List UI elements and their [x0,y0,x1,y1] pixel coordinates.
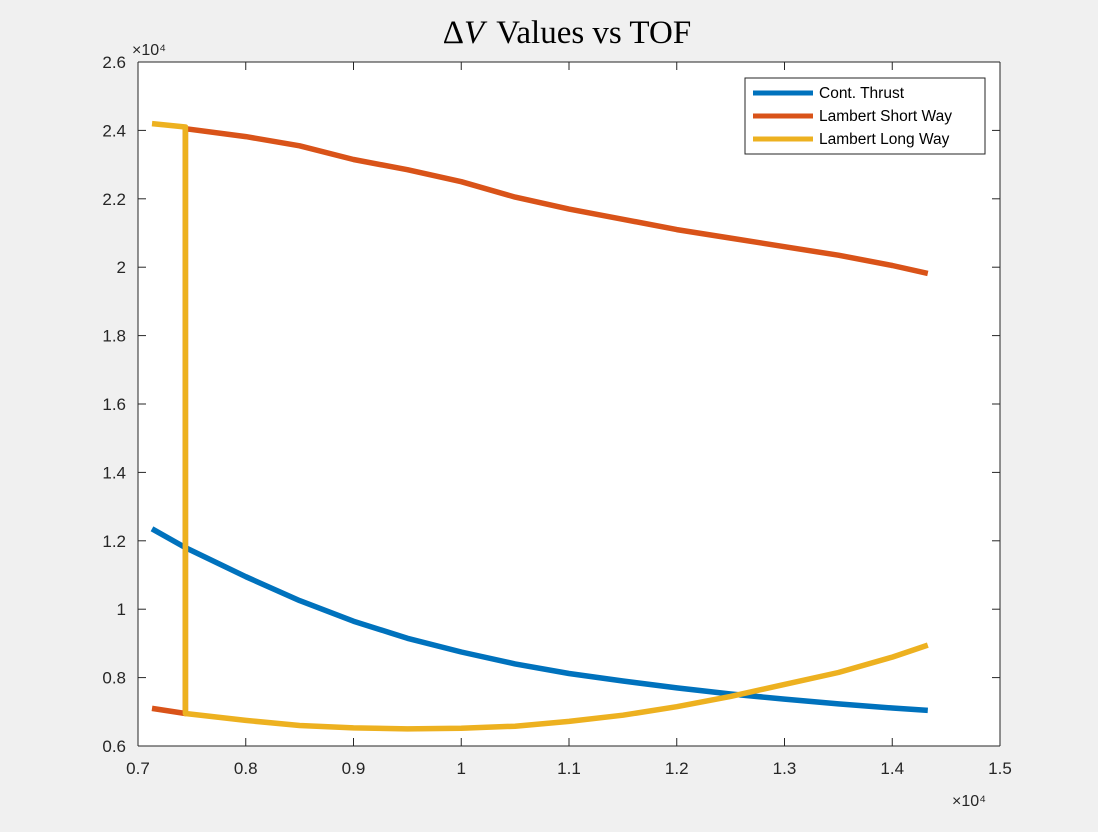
x-tick-label: 1 [457,759,466,778]
x-tick-label: 1.4 [880,759,904,778]
y-tick-label: 0.6 [102,737,126,756]
legend-label-lambert-short-way: Lambert Short Way [819,108,952,125]
legend[interactable]: Cont. Thrust Lambert Short Way Lambert L… [744,77,986,155]
y-tick-label: 2.4 [102,121,126,140]
y-tick-label: 2.2 [102,190,126,209]
title-delta: Δ [443,15,464,51]
x-tick-label: 1.2 [665,759,689,778]
y-exponent-label: ×10⁴ [132,42,166,59]
x-tick-label: 1.3 [773,759,797,778]
x-tick-label: 0.8 [234,759,258,778]
title-rest: Values vs TOF [496,15,691,51]
series-line-cont-thrust [150,526,928,714]
y-tick-label: 2.6 [102,53,126,72]
y-tick-label: 1.2 [102,532,126,551]
x-tick-label: 0.9 [342,759,366,778]
tick-labels: 0.7 0.8 0.9 1 1.1 1.2 1.3 1.4 1.5 0.6 0.8 1 1.2 1.4 1.… [102,53,1011,778]
y-tick-label: 2 [117,258,126,277]
legend-label-lambert-long-way: Lambert Long Way [819,131,950,148]
series-layer [150,120,929,732]
legend-label-cont-thrust: Cont. Thrust [819,85,905,102]
x-tick-label: 1.5 [988,759,1012,778]
title-variable: V [464,15,488,51]
y-tick-label: 1.4 [102,463,126,482]
y-tick-label: 0.8 [102,669,126,688]
axes-background [138,62,1000,746]
y-tick-label: 1 [117,600,126,619]
tick-marks [137,61,1001,747]
chart-title: ΔV Values vs TOF [443,15,691,51]
y-tick-label: 1.8 [102,327,126,346]
x-exponent-label: ×10⁴ [952,793,986,810]
y-tick-label: 1.6 [102,395,126,414]
x-tick-label: 1.1 [557,759,581,778]
x-tick-label: 0.7 [126,759,150,778]
